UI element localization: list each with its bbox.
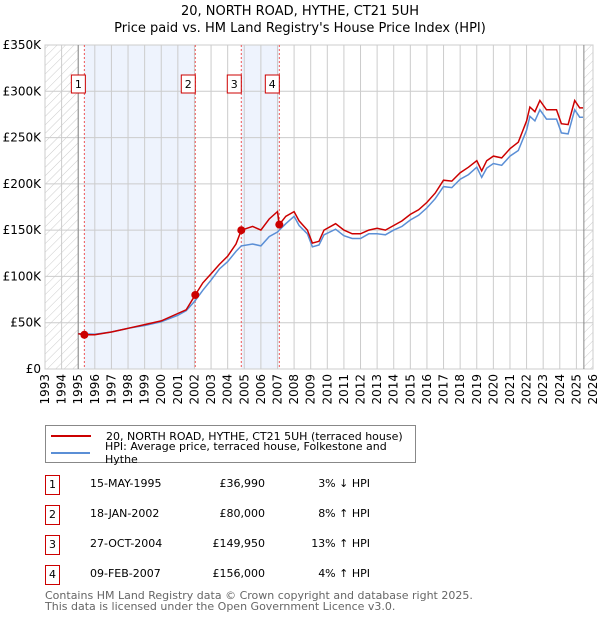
x-tick-label: 2015 (403, 374, 417, 405)
x-tick-label: 2002 (187, 374, 201, 405)
x-tick-label: 2010 (320, 374, 334, 405)
footer-line-1: Contains HM Land Registry data © Crown c… (45, 589, 473, 602)
x-tick-label: 1998 (121, 374, 135, 405)
x-tick-label: 2004 (221, 374, 235, 405)
x-tick-label: 2005 (237, 374, 251, 405)
x-tick-label: 2011 (337, 374, 351, 405)
legend-label: HPI: Average price, terraced house, Folk… (104, 440, 387, 466)
sale-marker-box (180, 74, 196, 94)
x-tick-label: 2024 (553, 374, 567, 405)
transaction-date: 09-FEB-2007 (90, 567, 161, 580)
x-tick-label: 2018 (453, 374, 467, 405)
hatched-region (583, 45, 593, 369)
y-tick-label: £150K (3, 223, 43, 237)
transaction-date: 15-MAY-1995 (90, 477, 162, 490)
transaction-marker: 4 (45, 565, 60, 585)
x-tick-label: 1993 (38, 374, 52, 405)
legend-item-hpi: HPI: Average price, terraced house, Folk… (46, 440, 415, 466)
transaction-hpi: 13% ↑ HPI (311, 537, 370, 550)
x-tick-label: 2022 (520, 374, 534, 405)
sale-marker-number: 3 (231, 78, 238, 91)
transaction-price: £149,950 (212, 537, 266, 550)
y-tick-label: £250K (3, 131, 43, 145)
sale-marker-box (264, 74, 280, 94)
x-tick-label: 1997 (104, 374, 118, 405)
footer: Contains HM Land Registry data © Crown c… (45, 590, 473, 612)
transaction-marker: 1 (45, 475, 60, 495)
sale-point (275, 220, 284, 229)
x-tick-label: 2006 (254, 374, 268, 405)
sale-marker-label: 2 (180, 74, 196, 94)
footer-line-2: This data is licensed under the Open Gov… (45, 600, 396, 613)
sale-point (191, 290, 200, 299)
x-tick-label: 2000 (154, 374, 168, 405)
y-tick-label: £300K (3, 84, 43, 98)
transaction-hpi: 4% ↑ HPI (318, 567, 370, 580)
legend-label: 20, NORTH ROAD, HYTHE, CT21 5UH (terrace… (106, 429, 403, 443)
x-tick-label: 2019 (470, 374, 484, 405)
legend-item-property: 20, NORTH ROAD, HYTHE, CT21 5UH (terrace… (46, 428, 403, 444)
transaction-hpi: 3% ↓ HPI (318, 477, 370, 490)
sale-marker-label: 3 (226, 74, 242, 94)
chart-subtitle: Price paid vs. HM Land Registry's House … (114, 21, 486, 36)
transaction-date: 18-JAN-2002 (90, 507, 160, 520)
sale-marker-label: 4 (264, 74, 280, 94)
x-tick-label: 2013 (370, 374, 384, 405)
price-chart: 1993 1994 1995 1996 1997 1998 1999 2000 2001 2002… (3, 38, 600, 405)
legend-line-red (51, 435, 91, 437)
transaction-price: £80,000 (219, 507, 266, 520)
x-tick-label: 1994 (55, 374, 69, 405)
sale-marker-box (70, 74, 86, 94)
shaded-band (241, 45, 280, 369)
hpi-line (78, 108, 583, 336)
x-tick-label: 2001 (171, 374, 185, 405)
x-tick-label: 2003 (204, 374, 218, 405)
transaction-marker: 2 (45, 505, 60, 525)
sale-marker-number: 2 (185, 78, 192, 91)
sale-point (80, 330, 89, 339)
sale-marker-label: 1 (70, 74, 86, 94)
transaction-price: £36,990 (219, 477, 266, 490)
x-tick-label: 2014 (387, 374, 401, 405)
x-tick-label: 2008 (287, 374, 301, 405)
transaction-hpi: 8% ↑ HPI (318, 507, 370, 520)
y-tick-label: £200K (3, 177, 43, 191)
x-tick-label: 2021 (503, 374, 517, 405)
y-tick-label: £350K (3, 38, 43, 52)
price-line (78, 98, 583, 336)
y-tick-label: £0 (26, 362, 41, 376)
sale-point (237, 226, 246, 235)
transaction-date: 27-OCT-2004 (90, 537, 163, 550)
x-tick-label: 1995 (71, 374, 85, 405)
legend: 20, NORTH ROAD, HYTHE, CT21 5UH (terrace… (45, 425, 416, 466)
y-tick-label: £50K (10, 316, 42, 330)
x-tick-label: 1999 (138, 374, 152, 405)
sale-marker-number: 1 (75, 78, 82, 91)
x-tick-label: 2023 (536, 374, 550, 405)
x-tick-label: 2025 (569, 374, 583, 405)
sale-marker-number: 4 (269, 78, 276, 91)
transaction-price: £156,000 (212, 567, 266, 580)
chart-title: 20, NORTH ROAD, HYTHE, CT21 5UH (180, 4, 420, 19)
y-tick-label: £100K (3, 269, 43, 283)
x-tick-label: 2026 (586, 374, 600, 405)
sale-marker-box (226, 74, 242, 94)
transaction-marker: 3 (45, 535, 60, 555)
legend-line-blue (51, 452, 90, 454)
x-tick-label: 2007 (270, 374, 284, 405)
x-tick-label: 1996 (88, 374, 102, 405)
x-tick-label: 2012 (354, 374, 368, 405)
shaded-band (84, 45, 196, 369)
x-tick-label: 2016 (420, 374, 434, 405)
x-tick-label: 2020 (486, 374, 500, 405)
x-tick-label: 2017 (437, 374, 451, 405)
x-tick-label: 2009 (304, 374, 318, 405)
